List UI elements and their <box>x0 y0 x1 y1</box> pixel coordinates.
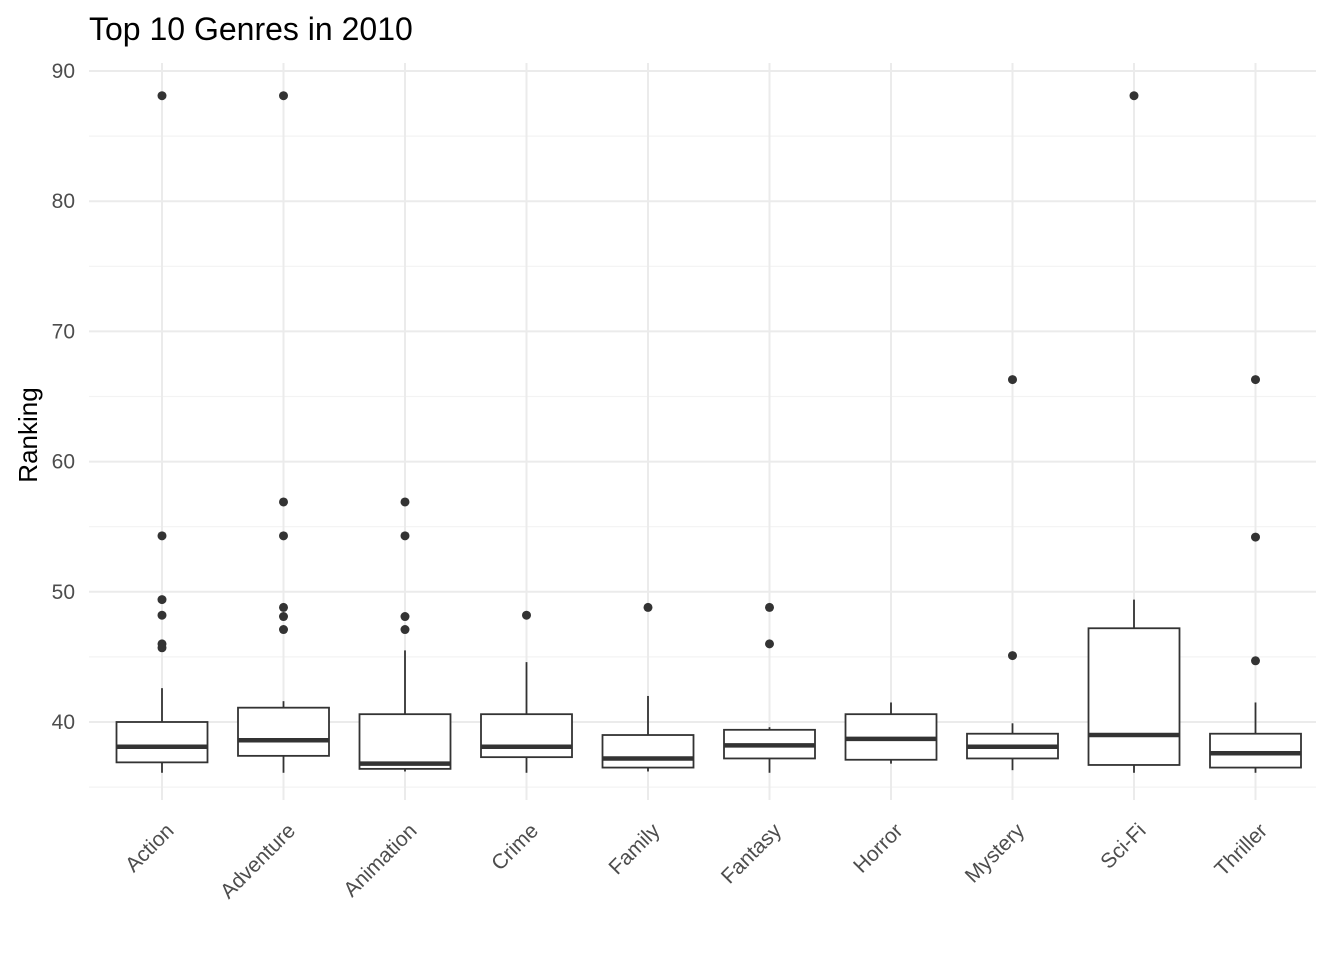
box-Animation <box>358 497 452 772</box>
box-Family <box>601 602 695 772</box>
iqr-box <box>358 713 452 770</box>
box-Fantasy <box>723 602 816 773</box>
x-tick-label-Animation: Animation <box>339 819 421 901</box>
chart-title: Top 10 Genres in 2010 <box>89 11 413 47</box>
x-tick-label-Fantasy: Fantasy <box>717 819 786 888</box>
x-tick-label-Thriller: Thriller <box>1210 819 1272 881</box>
outlier-point <box>522 610 531 620</box>
x-tick-label-Horror: Horror <box>849 819 907 877</box>
outlier-point <box>279 625 288 635</box>
x-tick-label-Sci-Fi: Sci-Fi <box>1096 819 1150 873</box>
box-Crime <box>480 610 573 773</box>
x-tick-label-Adventure: Adventure <box>216 819 300 903</box>
y-axis-ticks: 40 50 60 70 80 90 <box>52 60 75 734</box>
x-tick-label-Action: Action <box>121 819 179 877</box>
x-tick-label-Family: Family <box>605 819 665 879</box>
outlier-point <box>1008 375 1017 385</box>
x-tick-label-Crime: Crime <box>487 819 543 875</box>
outlier-point <box>279 602 288 612</box>
outlier-point <box>157 595 167 605</box>
iqr-box <box>601 734 695 769</box>
y-tick-label-50: 50 <box>52 581 75 604</box>
outlier-point <box>765 639 774 649</box>
y-axis-title: Ranking <box>13 387 43 482</box>
outlier-point <box>1251 656 1260 666</box>
iqr-box <box>115 721 209 764</box>
outlier-point <box>765 602 774 612</box>
box-Action <box>115 91 209 773</box>
outlier-point <box>157 91 167 101</box>
outlier-point <box>400 625 410 635</box>
outlier-point <box>279 91 288 101</box>
outlier-point <box>1251 375 1260 385</box>
y-tick-label-70: 70 <box>52 320 75 343</box>
box-Sci-Fi <box>1087 91 1181 773</box>
outlier-point <box>400 612 410 622</box>
outlier-point <box>1129 91 1139 101</box>
outlier-point <box>400 497 410 507</box>
grid-lines <box>89 63 1316 800</box>
box-Thriller <box>1209 375 1302 773</box>
outlier-point <box>400 531 410 541</box>
iqr-box <box>480 713 573 759</box>
outlier-point <box>157 531 167 541</box>
y-tick-label-40: 40 <box>52 711 75 734</box>
box-Mystery <box>966 375 1059 771</box>
iqr-box <box>1209 732 1302 769</box>
outlier-point <box>157 610 167 620</box>
outlier-point <box>643 602 653 612</box>
boxes <box>115 91 1302 773</box>
iqr-box <box>237 706 330 757</box>
x-tick-label-Mystery: Mystery <box>961 819 1030 888</box>
box-Horror <box>844 702 938 764</box>
y-tick-label-90: 90 <box>52 60 75 83</box>
iqr-box <box>1087 627 1181 766</box>
outlier-point <box>1251 532 1260 542</box>
outlier-point <box>279 612 288 622</box>
outlier-point <box>1008 651 1017 661</box>
y-tick-label-80: 80 <box>52 190 75 213</box>
outlier-point <box>279 531 288 541</box>
x-axis-ticks: Action Adventure Animation Crime Family Fanta… <box>121 819 1272 903</box>
outlier-point <box>157 643 167 653</box>
y-tick-label-60: 60 <box>52 451 75 474</box>
outlier-point <box>279 497 288 507</box>
box-Adventure <box>237 91 330 773</box>
